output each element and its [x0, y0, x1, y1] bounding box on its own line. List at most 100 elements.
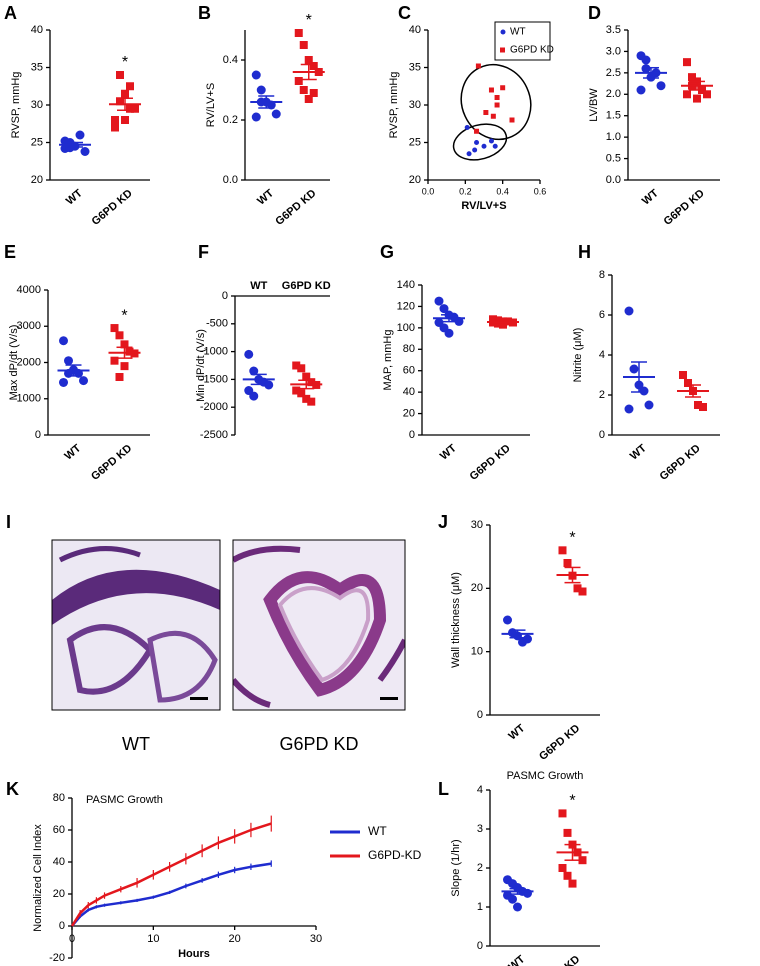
data-point: [508, 894, 517, 904]
y-tick-label: 4: [599, 349, 605, 361]
data-point: [641, 55, 651, 65]
y-tick-label: 20: [403, 407, 415, 419]
y-tick-label: 120: [397, 300, 415, 312]
y-tick-label: 30: [409, 99, 421, 111]
y-tick-label: 1: [477, 901, 483, 913]
x-tick-label: WT: [628, 442, 649, 462]
data-point: [683, 58, 691, 67]
series-line: [70, 822, 272, 927]
y-tick-label: 2: [599, 389, 605, 401]
data-point: [488, 87, 494, 93]
y-tick-label: 40: [53, 856, 65, 868]
data-point: [563, 559, 572, 567]
y-tick-label: 20: [409, 174, 421, 186]
data-point: [110, 356, 119, 365]
x-axis-title: RV/LV+S: [461, 200, 506, 212]
y-axis-title: LV/BW: [588, 88, 600, 122]
data-point: [573, 584, 582, 593]
data-point: [121, 116, 129, 124]
x-axis-title: Hours: [178, 948, 210, 960]
y-tick-label: 30: [471, 519, 483, 531]
data-point: [509, 117, 515, 123]
histology-image: [233, 540, 405, 710]
series-line: [71, 862, 272, 927]
data-point: [523, 888, 532, 898]
y-tick-label: 2.0: [606, 88, 621, 100]
y-tick-label: 0.0: [606, 174, 621, 186]
y-tick-label: 80: [403, 343, 415, 355]
y-axis-title: RV/LV+S: [205, 83, 217, 128]
x-tick-label: WT: [640, 187, 661, 207]
x-tick-label: G6PD-KD: [537, 953, 583, 966]
x-tick-label: G6PD KD: [662, 187, 707, 228]
y-tick-label: 0: [477, 709, 483, 721]
data-point: [307, 378, 316, 387]
x-tick-label: 10: [147, 933, 159, 945]
data-point: [120, 340, 129, 349]
x-tick-label: G6PD KD: [90, 187, 135, 228]
panel-letter: I: [6, 512, 11, 532]
data-point: [474, 128, 480, 134]
data-point: [472, 147, 478, 153]
y-tick-label: 0.5: [606, 152, 621, 164]
x-tick-label: WT: [506, 722, 527, 742]
data-point: [683, 90, 691, 99]
data-point: [499, 320, 507, 329]
data-point: [439, 304, 449, 314]
panel-letter: G: [380, 242, 394, 262]
panel-letter: K: [6, 779, 19, 799]
data-point: [703, 90, 711, 99]
significance-mark: *: [306, 12, 312, 29]
data-point: [568, 879, 577, 888]
panel-letter: C: [398, 3, 411, 23]
data-point: [304, 95, 313, 103]
y-tick-label: 0: [477, 940, 483, 952]
y-tick-label: 40: [31, 24, 43, 36]
y-tick-label: 0: [59, 920, 65, 932]
y-tick-label: 100: [397, 322, 415, 334]
y-tick-label: 1.0: [606, 131, 621, 143]
y-tick-label: 25: [31, 136, 43, 148]
significance-mark: *: [569, 793, 575, 810]
y-tick-label: 1000: [17, 393, 41, 405]
chart-title: PASMC Growth: [86, 794, 163, 806]
x-tick-label: WT: [506, 953, 527, 966]
data-point: [688, 73, 696, 82]
y-tick-label: 40: [403, 386, 415, 398]
y-tick-label: 3000: [17, 320, 41, 332]
data-point: [644, 400, 654, 410]
panel-letter: B: [198, 3, 211, 23]
x-tick-label: 0: [69, 933, 75, 945]
x-tick-label: WT: [255, 187, 276, 207]
y-tick-label: 2.5: [606, 67, 621, 79]
histology-image: [52, 540, 220, 710]
y-tick-label: 0.4: [223, 54, 238, 66]
legend-label: WT: [368, 824, 387, 838]
data-point: [304, 56, 313, 64]
data-point: [294, 77, 303, 85]
cluster-ellipse: [452, 123, 508, 161]
y-tick-label: -500: [206, 318, 228, 330]
x-tick-label: G6PD KD: [273, 187, 318, 228]
data-point: [656, 81, 666, 91]
x-tick-label: WT: [64, 187, 85, 207]
y-axis-title: Max dP/dt (V/s): [8, 325, 20, 401]
y-tick-label: 25: [409, 136, 421, 148]
data-point: [641, 64, 651, 74]
y-tick-label: 20: [471, 582, 483, 594]
data-point: [64, 356, 73, 366]
data-point: [523, 634, 532, 644]
data-point: [444, 328, 454, 338]
data-point: [309, 89, 318, 97]
data-point: [578, 587, 587, 596]
data-point: [59, 336, 68, 346]
data-point: [500, 85, 506, 91]
y-tick-label: 40: [409, 24, 421, 36]
x-tick-label: 0.2: [459, 186, 472, 196]
data-point: [513, 902, 522, 912]
legend-label: G6PD KD: [510, 45, 554, 56]
y-axis-title: Min dP/dt (V/s): [195, 329, 207, 402]
image-frame: [51, 539, 221, 711]
chart-title: PASMC Growth: [507, 770, 584, 782]
